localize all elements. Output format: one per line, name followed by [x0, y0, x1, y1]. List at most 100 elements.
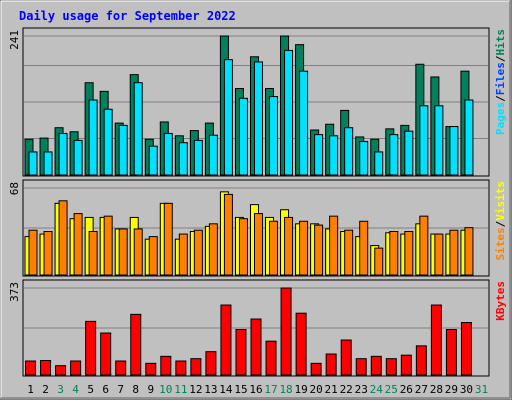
bar-pages-13: [208, 134, 218, 176]
bar-pages-30: [464, 99, 474, 176]
bar-sites-21: [329, 215, 339, 276]
bar-sites-14: [223, 193, 233, 276]
bar-pages-19: [299, 70, 309, 176]
x-tick-label-8: 8: [132, 383, 139, 396]
bar-sites-16: [253, 213, 263, 276]
visits-sites-panel: 68 Sites/Visits: [8, 179, 507, 277]
bar-sites-17: [269, 220, 279, 276]
bar-pages-1: [28, 151, 38, 176]
x-tick-label-10: 10: [159, 383, 172, 396]
x-tick-label-6: 6: [102, 383, 109, 396]
bar-pages-7: [118, 124, 128, 176]
bar-pages-28: [434, 105, 444, 176]
x-tick-label-24: 24: [370, 383, 384, 396]
x-tick-label-21: 21: [325, 383, 338, 396]
x-tick-label-23: 23: [355, 383, 368, 396]
bar-sites-28: [434, 233, 444, 276]
bar-kbytes-1: [25, 360, 37, 376]
bar-kbytes-15: [235, 329, 247, 376]
bar-kbytes-17: [265, 340, 277, 376]
bar-kbytes-26: [400, 354, 412, 376]
bar-pages-10: [163, 132, 173, 176]
x-tick-label-30: 30: [460, 383, 473, 396]
series-label-sites: Sites: [494, 227, 507, 260]
bar-kbytes-16: [250, 318, 262, 376]
x-tick-label-20: 20: [310, 383, 323, 396]
bar-kbytes-21: [325, 353, 337, 376]
bar-sites-6: [103, 215, 113, 276]
bar-sites-30: [464, 227, 474, 276]
x-tick-label-3: 3: [57, 383, 64, 396]
bar-pages-12: [193, 139, 203, 176]
bar-pages-6: [103, 108, 113, 176]
bar-kbytes-3: [55, 365, 67, 376]
bar-kbytes-13: [205, 351, 217, 376]
x-tick-label-4: 4: [72, 383, 79, 396]
bar-sites-29: [449, 229, 459, 276]
bar-kbytes-2: [40, 360, 52, 376]
bar-sites-26: [404, 231, 414, 276]
bar-kbytes-6: [100, 332, 112, 376]
series-label-separator: /: [494, 220, 507, 227]
bar-pages-2: [43, 151, 53, 176]
chart-title: Daily usage for September 2022: [19, 9, 236, 23]
bar-pages-20: [314, 134, 324, 176]
x-tick-label-11: 11: [174, 383, 187, 396]
bar-pages-5: [88, 99, 98, 176]
series-label-visits: Visits: [494, 181, 507, 221]
x-tick-label-9: 9: [147, 383, 154, 396]
bar-sites-13: [208, 223, 218, 276]
y-max-label: 241: [8, 30, 21, 50]
bar-kbytes-8: [130, 313, 142, 376]
bar-sites-7: [118, 228, 128, 276]
x-tick-label-18: 18: [279, 383, 292, 396]
series-axis-label: KBytes: [494, 281, 507, 321]
bar-pages-3: [58, 132, 68, 176]
bar-sites-19: [299, 220, 309, 276]
series-label-separator: /: [494, 95, 507, 102]
series-label-files: Files: [494, 62, 507, 95]
x-tick-label-14: 14: [219, 383, 233, 396]
bar-sites-12: [193, 229, 203, 276]
bar-sites-27: [419, 215, 429, 276]
bar-sites-23: [359, 220, 369, 276]
y-max-label: 68: [8, 182, 21, 195]
y-max-label: 373: [8, 282, 21, 302]
bar-pages-23: [359, 141, 369, 176]
bar-sites-25: [389, 231, 399, 276]
bar-pages-21: [329, 135, 339, 176]
bar-pages-22: [344, 127, 354, 176]
bar-pages-11: [178, 142, 188, 176]
x-tick-label-26: 26: [400, 383, 413, 396]
bar-kbytes-25: [385, 358, 397, 376]
bar-kbytes-24: [370, 355, 382, 376]
x-tick-label-12: 12: [189, 383, 202, 396]
x-tick-label-17: 17: [264, 383, 277, 396]
bar-pages-25: [389, 134, 399, 176]
bar-sites-15: [238, 218, 248, 276]
bar-kbytes-12: [190, 358, 202, 376]
bar-sites-4: [73, 213, 83, 276]
x-tick-label-15: 15: [234, 383, 247, 396]
bar-kbytes-23: [355, 358, 367, 376]
bar-sites-8: [133, 228, 143, 276]
bar-pages-9: [148, 145, 158, 176]
bar-sites-2: [43, 231, 53, 276]
x-tick-label-28: 28: [430, 383, 443, 396]
x-tick-label-7: 7: [117, 383, 124, 396]
bar-kbytes-18: [280, 287, 292, 376]
bar-sites-20: [314, 224, 324, 276]
x-tick-label-31: 31: [475, 383, 488, 396]
bar-sites-11: [178, 233, 188, 276]
bar-kbytes-29: [445, 329, 457, 376]
bar-pages-17: [269, 96, 279, 176]
bar-sites-18: [284, 216, 294, 276]
series-axis-label: Sites/Visits: [494, 181, 507, 261]
bar-kbytes-30: [460, 322, 472, 376]
x-tick-label-25: 25: [385, 383, 398, 396]
bar-kbytes-7: [115, 360, 127, 376]
x-tick-label-13: 13: [204, 383, 217, 396]
bar-pages-18: [284, 49, 294, 176]
